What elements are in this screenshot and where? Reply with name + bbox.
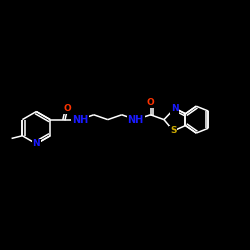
- Text: NH: NH: [72, 114, 88, 124]
- Text: O: O: [147, 98, 154, 107]
- Text: N: N: [32, 139, 40, 148]
- Text: NH: NH: [128, 114, 144, 124]
- Text: S: S: [170, 126, 177, 136]
- Text: O: O: [64, 104, 72, 113]
- Text: N: N: [171, 104, 178, 113]
